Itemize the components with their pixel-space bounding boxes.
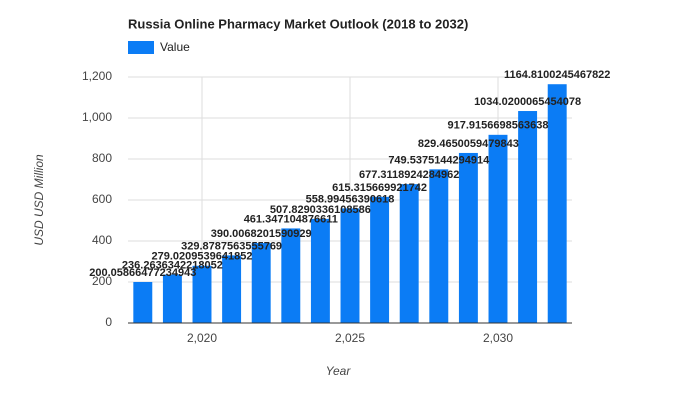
y-tick-label: 800 xyxy=(92,151,112,165)
bar xyxy=(222,255,242,323)
data-label: 329.8787563555769 xyxy=(181,240,282,252)
bar xyxy=(429,169,449,323)
data-label: 749.5375144294914 xyxy=(388,154,490,166)
data-label: 200.05866477234943 xyxy=(89,267,196,279)
data-label: 677.3118924284962 xyxy=(359,169,459,181)
x-axis-label: Year xyxy=(326,364,352,378)
bar xyxy=(370,196,390,323)
bar xyxy=(162,274,182,323)
bar xyxy=(399,184,419,323)
data-label: 829.4650059479843 xyxy=(418,138,519,150)
y-tick-label: 0 xyxy=(105,315,112,329)
y-tick-label: 400 xyxy=(92,233,112,247)
bar xyxy=(547,84,567,323)
y-axis-label: USD USD Million xyxy=(32,154,46,246)
data-label: 507.8290336108586 xyxy=(270,204,371,216)
data-label: 615.315669921742 xyxy=(332,182,427,194)
x-tick-label: 2,025 xyxy=(335,331,365,345)
legend-label: Value xyxy=(160,40,190,54)
bar xyxy=(251,243,271,323)
data-label: 390.0068201590929 xyxy=(211,228,312,240)
y-tick-label: 600 xyxy=(92,192,112,206)
bar xyxy=(133,281,153,323)
bar xyxy=(488,134,508,323)
y-tick-label: 1,200 xyxy=(82,69,112,83)
legend-swatch xyxy=(128,41,154,54)
bar xyxy=(310,218,330,323)
bar xyxy=(458,152,478,323)
chart-title: Russia Online Pharmacy Market Outlook (2… xyxy=(128,16,468,31)
x-tick-label: 2,030 xyxy=(483,331,513,345)
data-label: 236.2636342218052 xyxy=(122,259,223,271)
y-tick-label: 200 xyxy=(92,274,112,288)
data-label: 279.0209539641852 xyxy=(152,251,253,263)
x-tick-label: 2,020 xyxy=(187,331,217,345)
data-label: 558.99456390618 xyxy=(306,193,395,205)
data-label: 1034.0200065454078 xyxy=(474,96,581,108)
data-label: 1164.8100245467822 xyxy=(504,69,610,81)
data-label: 917.9156698563638 xyxy=(448,120,549,132)
bar xyxy=(192,265,212,323)
data-label: 461.347104876611 xyxy=(244,213,338,225)
bar xyxy=(281,228,301,323)
bar xyxy=(340,208,360,323)
y-tick-label: 1,000 xyxy=(82,110,112,124)
bar xyxy=(518,111,538,323)
